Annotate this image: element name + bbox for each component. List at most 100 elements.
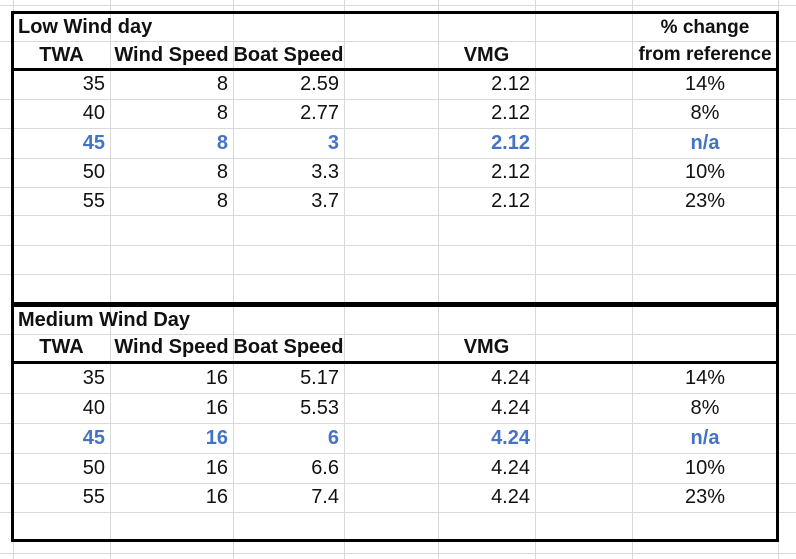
empty-cell[interactable] xyxy=(344,364,438,393)
cell-vmg[interactable]: 4.24 xyxy=(491,426,530,449)
header-wind-speed[interactable]: Wind Speed xyxy=(114,43,229,66)
cell-pct-change[interactable]: n/a xyxy=(690,131,720,154)
cell-pct-change[interactable]: 10% xyxy=(684,161,726,183)
empty-cell[interactable] xyxy=(344,187,438,216)
header-twa[interactable]: TWA xyxy=(39,43,84,66)
empty-cell[interactable] xyxy=(535,187,632,216)
empty-cell[interactable] xyxy=(535,423,632,453)
cell-boat-speed[interactable]: 7.4 xyxy=(311,486,339,508)
gridline xyxy=(0,334,796,335)
cell-vmg[interactable]: 2.12 xyxy=(491,190,530,212)
table-row: 40 16 5.53 4.24 8% xyxy=(13,393,778,423)
cell-pct-change[interactable]: n/a xyxy=(690,426,720,449)
cell-boat-speed[interactable]: 3.3 xyxy=(311,161,339,183)
cell-boat-speed[interactable]: 3.7 xyxy=(311,190,339,212)
low-wind-header-underline xyxy=(11,68,779,71)
cell-vmg[interactable]: 2.12 xyxy=(491,131,530,154)
cell-vmg[interactable]: 4.24 xyxy=(491,486,530,508)
gridline xyxy=(632,0,633,559)
header-pct-change-line2[interactable]: from reference xyxy=(638,44,772,65)
gridline xyxy=(0,187,796,188)
empty-cell[interactable] xyxy=(535,128,632,158)
empty-cell[interactable] xyxy=(632,334,778,361)
empty-cell[interactable] xyxy=(535,70,632,99)
gridline xyxy=(0,99,796,100)
cell-boat-speed[interactable]: 2.59 xyxy=(300,73,339,95)
table-row: 55 8 3.7 2.12 23% xyxy=(13,187,778,216)
header-wind-speed[interactable]: Wind Speed xyxy=(114,336,229,358)
cell-twa[interactable]: 55 xyxy=(82,486,105,508)
empty-cell[interactable] xyxy=(344,453,438,483)
cell-wind-speed[interactable]: 8 xyxy=(216,73,228,95)
low-wind-table-border xyxy=(11,11,779,305)
cell-wind-speed[interactable]: 8 xyxy=(216,161,228,183)
empty-cell[interactable] xyxy=(535,483,632,512)
empty-cell[interactable] xyxy=(535,99,632,128)
cell-twa[interactable]: 40 xyxy=(82,102,105,124)
cell-wind-speed[interactable]: 8 xyxy=(216,131,228,154)
header-boat-speed[interactable]: Boat Speed xyxy=(233,43,344,66)
cell-vmg[interactable]: 2.12 xyxy=(491,102,530,124)
empty-cell[interactable] xyxy=(535,453,632,483)
cell-pct-change[interactable]: 8% xyxy=(690,102,720,124)
header-boat-speed[interactable]: Boat Speed xyxy=(233,336,344,358)
table-row: 35 16 5.17 4.24 14% xyxy=(13,364,778,393)
empty-cell[interactable] xyxy=(535,364,632,393)
cell-wind-speed[interactable]: 16 xyxy=(205,426,228,449)
cell-twa[interactable]: 35 xyxy=(82,73,105,95)
empty-cell[interactable] xyxy=(344,393,438,423)
empty-cell[interactable] xyxy=(535,393,632,423)
cell-twa[interactable]: 40 xyxy=(82,396,105,419)
empty-cell[interactable] xyxy=(344,128,438,158)
empty-cell[interactable] xyxy=(632,41,778,69)
cell-boat-speed[interactable]: 2.77 xyxy=(300,102,339,124)
cell-pct-change[interactable]: 10% xyxy=(684,456,726,479)
empty-cell[interactable] xyxy=(344,158,438,187)
cell-vmg[interactable]: 2.12 xyxy=(491,73,530,95)
empty-cell[interactable] xyxy=(344,70,438,99)
header-vmg[interactable]: VMG xyxy=(463,43,510,66)
cell-vmg[interactable]: 4.24 xyxy=(491,367,530,389)
cell-boat-speed[interactable]: 5.53 xyxy=(300,396,339,419)
cell-pct-change[interactable]: 14% xyxy=(684,367,726,389)
cell-wind-speed[interactable]: 16 xyxy=(205,367,228,389)
empty-cell[interactable] xyxy=(344,483,438,512)
header-vmg[interactable]: VMG xyxy=(463,336,510,358)
cell-twa[interactable]: 50 xyxy=(82,456,105,479)
cell-pct-change[interactable]: 23% xyxy=(684,190,726,212)
table-title[interactable]: Low Wind day xyxy=(18,16,153,38)
cell-boat-speed[interactable]: 6.6 xyxy=(311,456,339,479)
table-title[interactable]: Medium Wind Day xyxy=(18,309,191,331)
empty-cell[interactable] xyxy=(344,334,438,361)
cell-vmg[interactable]: 2.12 xyxy=(491,161,530,183)
cell-twa[interactable]: 50 xyxy=(82,161,105,183)
cell-twa[interactable]: 55 xyxy=(82,190,105,212)
cell-boat-speed[interactable]: 6 xyxy=(327,426,339,449)
cell-boat-speed[interactable]: 3 xyxy=(327,131,339,154)
cell-wind-speed[interactable]: 8 xyxy=(216,102,228,124)
cell-wind-speed[interactable]: 16 xyxy=(205,486,228,508)
header-pct-change-line1[interactable]: % change xyxy=(660,16,750,38)
empty-cell[interactable] xyxy=(535,41,632,69)
cell-boat-speed[interactable]: 5.17 xyxy=(300,367,339,389)
cell-twa[interactable]: 45 xyxy=(82,131,105,154)
cell-wind-speed[interactable]: 16 xyxy=(205,456,228,479)
cell-pct-change[interactable]: 23% xyxy=(684,486,726,508)
empty-cell[interactable] xyxy=(535,334,632,361)
empty-cell[interactable] xyxy=(344,99,438,128)
empty-cell[interactable] xyxy=(535,158,632,187)
cell-vmg[interactable]: 4.24 xyxy=(491,396,530,419)
cell-wind-speed[interactable]: 8 xyxy=(216,190,228,212)
cell-pct-change[interactable]: 8% xyxy=(690,396,720,419)
empty-cell[interactable] xyxy=(344,423,438,453)
empty-cell[interactable] xyxy=(344,41,438,69)
header-twa[interactable]: TWA xyxy=(39,336,84,358)
gridline xyxy=(0,483,796,484)
cell-pct-change[interactable]: 14% xyxy=(684,73,726,95)
cell-twa[interactable]: 45 xyxy=(82,426,105,449)
cell-twa[interactable]: 35 xyxy=(82,367,105,389)
gridline xyxy=(438,0,439,559)
cell-wind-speed[interactable]: 16 xyxy=(205,396,228,419)
table-row-reference: 45 8 3 2.12 n/a xyxy=(13,128,778,158)
cell-vmg[interactable]: 4.24 xyxy=(491,456,530,479)
